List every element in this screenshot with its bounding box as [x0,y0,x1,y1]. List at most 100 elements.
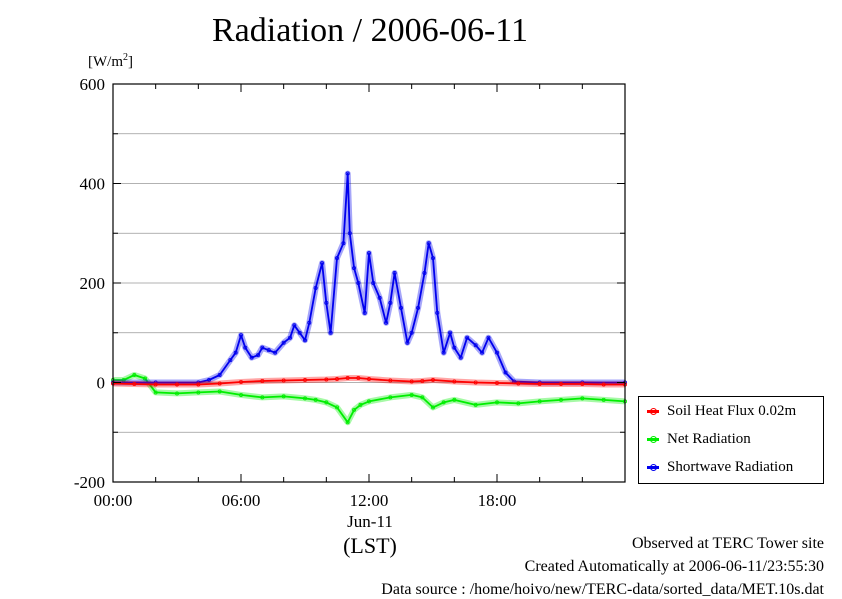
x-ticks: 00:00 06:00 12:00 18:00 [94,84,626,510]
data-point-net-radiation [302,396,307,401]
data-point-net-radiation [174,391,179,396]
data-point-soil-heat-flux-0-02m [260,379,265,384]
data-point-soil-heat-flux-0-02m [430,378,435,383]
data-point-shortwave-radiation [352,266,357,271]
series-halo-shortwave-radiation [113,170,625,386]
data-point-shortwave-radiation [266,348,271,353]
legend: Soil Heat Flux 0.02m Net Radiation Short… [638,396,824,484]
data-point-shortwave-radiation [405,340,410,345]
data-point-shortwave-radiation [324,300,329,305]
data-point-shortwave-radiation [273,350,278,355]
y-ticks: 600 400 200 0 -200 [74,75,625,492]
data-point-net-radiation [473,402,478,407]
data-point-shortwave-radiation [416,305,421,310]
data-point-soil-heat-flux-0-02m [345,376,350,381]
footer-source: Data source : /home/hoivo/new/TERC-data/… [381,581,824,598]
data-point-shortwave-radiation [297,330,302,335]
data-point-soil-heat-flux-0-02m [580,381,585,386]
data-point-soil-heat-flux-0-02m [334,377,339,382]
data-point-shortwave-radiation [307,320,312,325]
data-point-net-radiation [334,405,339,410]
data-point-shortwave-radiation [238,333,243,338]
data-point-shortwave-radiation [388,300,393,305]
data-point-net-radiation [281,394,286,399]
data-point-shortwave-radiation [217,373,222,378]
x-tick-label: 06:00 [222,491,261,510]
data-point-net-radiation [601,397,606,402]
data-point-shortwave-radiation [465,335,470,340]
data-point-net-radiation [196,390,201,395]
data-point-net-radiation [217,389,222,394]
data-point-shortwave-radiation [435,310,440,315]
data-point-shortwave-radiation [243,345,248,350]
data-point-shortwave-radiation [288,335,293,340]
data-point-shortwave-radiation [494,350,499,355]
data-point-shortwave-radiation [302,338,307,343]
chart-title: Radiation / 2006-06-11 [211,12,529,49]
data-point-shortwave-radiation [430,256,435,261]
data-point-shortwave-radiation [503,370,508,375]
data-point-shortwave-radiation [206,378,211,383]
data-point-soil-heat-flux-0-02m [238,380,243,385]
data-point-shortwave-radiation [233,350,238,355]
data-point-shortwave-radiation [448,330,453,335]
data-point-net-radiation [516,401,521,406]
data-point-shortwave-radiation [341,241,346,246]
legend-swatch-soil-heat-flux [647,407,659,415]
data-point-shortwave-radiation [362,310,367,315]
data-point-net-radiation [559,397,564,402]
y-axis-unit: [W/m2] [88,52,133,70]
data-point-soil-heat-flux-0-02m [473,380,478,385]
data-point-shortwave-radiation [384,320,389,325]
data-point-net-radiation [409,392,414,397]
data-point-soil-heat-flux-0-02m [537,381,542,386]
data-point-shortwave-radiation [345,171,350,176]
data-point-net-radiation [537,399,542,404]
legend-swatch-net-radiation [647,435,659,443]
data-point-shortwave-radiation [486,335,491,340]
data-point-net-radiation [358,402,363,407]
x-tick-label: 00:00 [94,491,133,510]
data-point-soil-heat-flux-0-02m [281,378,286,383]
legend-label-net-radiation: Net Radiation [667,430,751,447]
legend-item-soil-heat-flux: Soil Heat Flux 0.02m [647,401,796,421]
data-point-shortwave-radiation [398,305,403,310]
series-line-shortwave-radiation [113,172,625,384]
data-point-soil-heat-flux-0-02m [420,379,425,384]
data-point-shortwave-radiation [441,350,446,355]
data-point-shortwave-radiation [292,323,297,328]
data-point-soil-heat-flux-0-02m [366,377,371,382]
footer-observed: Observed at TERC Tower site [631,535,824,552]
data-point-shortwave-radiation [452,345,457,350]
data-point-soil-heat-flux-0-02m [174,382,179,387]
data-point-shortwave-radiation [473,343,478,348]
data-point-net-radiation [388,395,393,400]
data-point-soil-heat-flux-0-02m [516,381,521,386]
data-point-shortwave-radiation [256,353,261,358]
legend-label-soil-heat-flux: Soil Heat Flux 0.02m [667,402,797,419]
data-point-soil-heat-flux-0-02m [452,379,457,384]
data-point-soil-heat-flux-0-02m [601,382,606,387]
y-tick-label: 400 [80,175,106,194]
data-point-soil-heat-flux-0-02m [324,377,329,382]
data-point-shortwave-radiation [366,251,371,256]
data-point-net-radiation [132,373,137,378]
x-tick-label: 12:00 [350,491,389,510]
data-point-shortwave-radiation [426,241,431,246]
data-point-soil-heat-flux-0-02m [196,382,201,387]
y-tick-label: 0 [97,374,106,393]
data-point-soil-heat-flux-0-02m [217,381,222,386]
data-point-soil-heat-flux-0-02m [356,376,361,381]
series-line-soil-heat-flux-0-02m [112,377,625,386]
data-point-shortwave-radiation [260,345,265,350]
data-point-net-radiation [352,407,357,412]
y-tick-label: -200 [74,473,105,492]
legend-swatch-shortwave-radiation [647,463,659,471]
data-point-soil-heat-flux-0-02m [302,378,307,383]
data-point-shortwave-radiation [371,280,376,285]
data-point-shortwave-radiation [409,330,414,335]
data-point-net-radiation [430,405,435,410]
data-point-shortwave-radiation [347,231,352,236]
data-point-soil-heat-flux-0-02m [153,382,158,387]
